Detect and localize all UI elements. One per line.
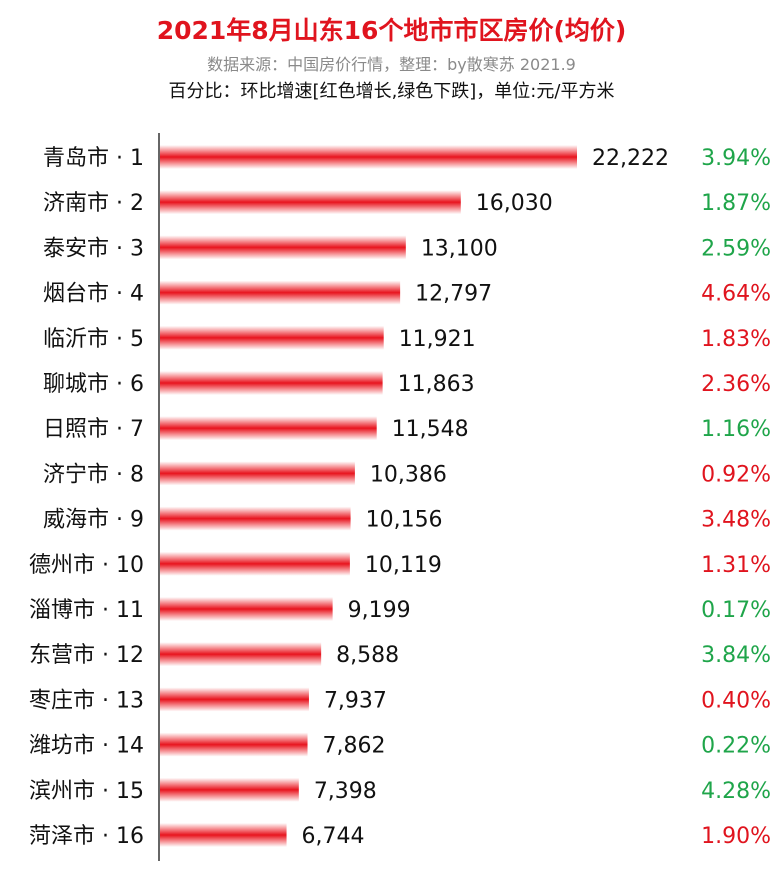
value-label: 22,222 [592,146,669,171]
category-label: 烟台市 · 4 [43,282,144,307]
pct-change-label: 3.94% [701,146,771,171]
pct-change-label: 1.87% [701,191,771,216]
pct-change-label: 0.92% [701,462,771,487]
category-label: 滨州市 · 15 [29,779,144,804]
chart-title: 2021年8月山东16个地市市区房价(均价) [156,16,627,45]
value-label: 6,744 [302,824,365,849]
value-label: 10,386 [370,462,447,487]
value-label: 10,119 [365,553,442,578]
pct-change-label: 1.16% [701,417,771,442]
value-label: 11,921 [399,327,476,352]
category-label: 济南市 · 2 [43,191,144,216]
category-label: 菏泽市 · 16 [29,824,144,849]
pct-change-label: 3.84% [701,643,771,668]
bar [160,732,308,757]
bar [160,461,355,486]
bar [160,687,309,712]
value-label: 11,863 [398,372,475,397]
category-label: 聊城市 · 6 [43,372,144,397]
bar [160,642,322,667]
chart-source: 数据来源：中国房价行情，整理：by散寒苏 2021.9 [207,55,576,74]
pct-change-label: 2.36% [701,372,771,397]
category-label: 泰安市 · 3 [43,236,144,261]
bar [160,823,287,847]
pct-change-label: 1.83% [701,327,771,352]
bar [160,235,406,260]
pct-change-label: 0.40% [701,688,771,713]
value-label: 7,398 [314,779,377,804]
pct-change-label: 0.17% [701,598,771,623]
value-label: 9,199 [348,598,411,623]
category-label: 德州市 · 10 [29,553,144,578]
bar [160,506,351,531]
category-label: 枣庄市 · 13 [29,688,144,713]
value-label: 8,588 [336,643,399,668]
category-label: 济宁市 · 8 [43,462,144,487]
value-label: 11,548 [392,417,469,442]
category-label: 青岛市 · 1 [43,146,144,171]
bar [160,416,377,441]
pct-change-label: 1.90% [701,824,771,849]
category-label: 东营市 · 12 [29,643,144,668]
value-label: 7,937 [324,688,387,713]
pct-change-label: 4.64% [701,282,771,307]
pct-change-label: 2.59% [701,236,771,261]
value-label: 10,156 [366,508,443,533]
value-label: 12,797 [415,282,492,307]
category-label: 临沂市 · 5 [43,327,144,352]
bar [160,371,383,395]
bar [160,777,299,802]
bar [160,325,384,350]
category-label: 日照市 · 7 [43,417,144,442]
value-label: 7,862 [323,734,386,759]
category-label: 淄博市 · 11 [29,598,144,623]
pct-change-label: 1.31% [701,553,771,578]
value-label: 16,030 [476,191,553,216]
category-label: 潍坊市 · 14 [29,734,144,759]
category-label: 威海市 · 9 [43,508,144,533]
value-label: 13,100 [421,236,498,261]
chart-note: 百分比：环比增速[红色增长,绿色下跌]，单位:元/平方米 [168,81,615,102]
pct-change-label: 4.28% [701,779,771,804]
pct-change-label: 3.48% [701,508,771,533]
bar [160,551,350,576]
bar [160,145,577,169]
pct-change-label: 0.22% [701,734,771,759]
bar [160,190,461,215]
bar [160,597,333,621]
bar [160,280,401,305]
